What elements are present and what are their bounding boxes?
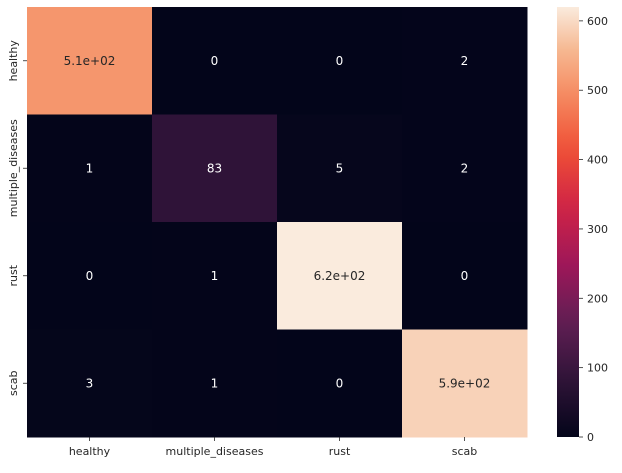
- heatmap-cell: [27, 7, 153, 115]
- heatmap-cell: [27, 329, 153, 438]
- y-tick-label: scab: [7, 370, 20, 396]
- cell-annotation: 2: [461, 54, 469, 68]
- x-tick-label: multiple_diseases: [166, 445, 264, 458]
- heatmap-cell: [402, 7, 528, 115]
- heatmap-cell: [402, 222, 528, 330]
- cell-annotation: 83: [207, 161, 222, 175]
- x-tick-label: rust: [329, 445, 351, 458]
- cell-annotation: 0: [211, 54, 219, 68]
- cell-annotation: 3: [86, 376, 94, 390]
- x-tick-label: healthy: [69, 445, 111, 458]
- colorbar-tick-label: 100: [587, 362, 608, 375]
- y-tick-label: rust: [7, 264, 20, 286]
- y-tick-label: multiple_diseases: [7, 119, 20, 217]
- colorbar-gradient: [557, 7, 579, 437]
- cell-annotation: 0: [461, 269, 469, 283]
- heatmap-cell: [277, 114, 403, 223]
- cell-annotation: 0: [336, 54, 344, 68]
- heatmap-cell: [152, 114, 278, 223]
- cell-annotation: 0: [86, 269, 94, 283]
- heatmap-cell: [152, 329, 278, 438]
- heatmap-cell: [27, 114, 153, 223]
- cell-annotation: 6.2e+02: [314, 269, 366, 283]
- y-tick-label: healthy: [7, 40, 20, 82]
- heatmap-cells: [27, 7, 528, 438]
- x-axis: healthy multiple_diseases rust scab: [69, 437, 477, 458]
- cell-annotation: 1: [211, 269, 219, 283]
- cell-annotation: 5.9e+02: [439, 376, 491, 390]
- heatmap-cell: [277, 222, 403, 330]
- heatmap-cell: [277, 7, 403, 115]
- cell-annotation: 2: [461, 161, 469, 175]
- colorbar-tick-label: 200: [587, 292, 608, 305]
- heatmap-cell: [277, 329, 403, 438]
- cell-annotation: 5.1e+02: [64, 54, 116, 68]
- cell-annotation: 0: [336, 376, 344, 390]
- heatmap-cell: [152, 7, 278, 115]
- cell-annotations: 5.1e+02 0 0 2 1 83 5 2 0 1 6.2e+02 0 3 1 0 5.9e+02: [64, 54, 491, 391]
- cell-annotation: 5: [336, 161, 344, 175]
- heatmap-cell: [152, 222, 278, 330]
- colorbar-tick-label: 600: [587, 15, 608, 28]
- cell-annotation: 1: [86, 161, 94, 175]
- x-tick-label: scab: [452, 445, 478, 458]
- cell-annotation: 1: [211, 376, 219, 390]
- colorbar: 0 100 200 300 400 500 600: [557, 7, 608, 444]
- heatmap-cell: [402, 114, 528, 223]
- colorbar-tick-label: 300: [587, 223, 608, 236]
- colorbar-tick-label: 500: [587, 84, 608, 97]
- heatmap-cell: [27, 222, 153, 330]
- colorbar-tick-label: 400: [587, 154, 608, 167]
- colorbar-tick-label: 0: [587, 431, 594, 444]
- heatmap-cell: [402, 329, 528, 438]
